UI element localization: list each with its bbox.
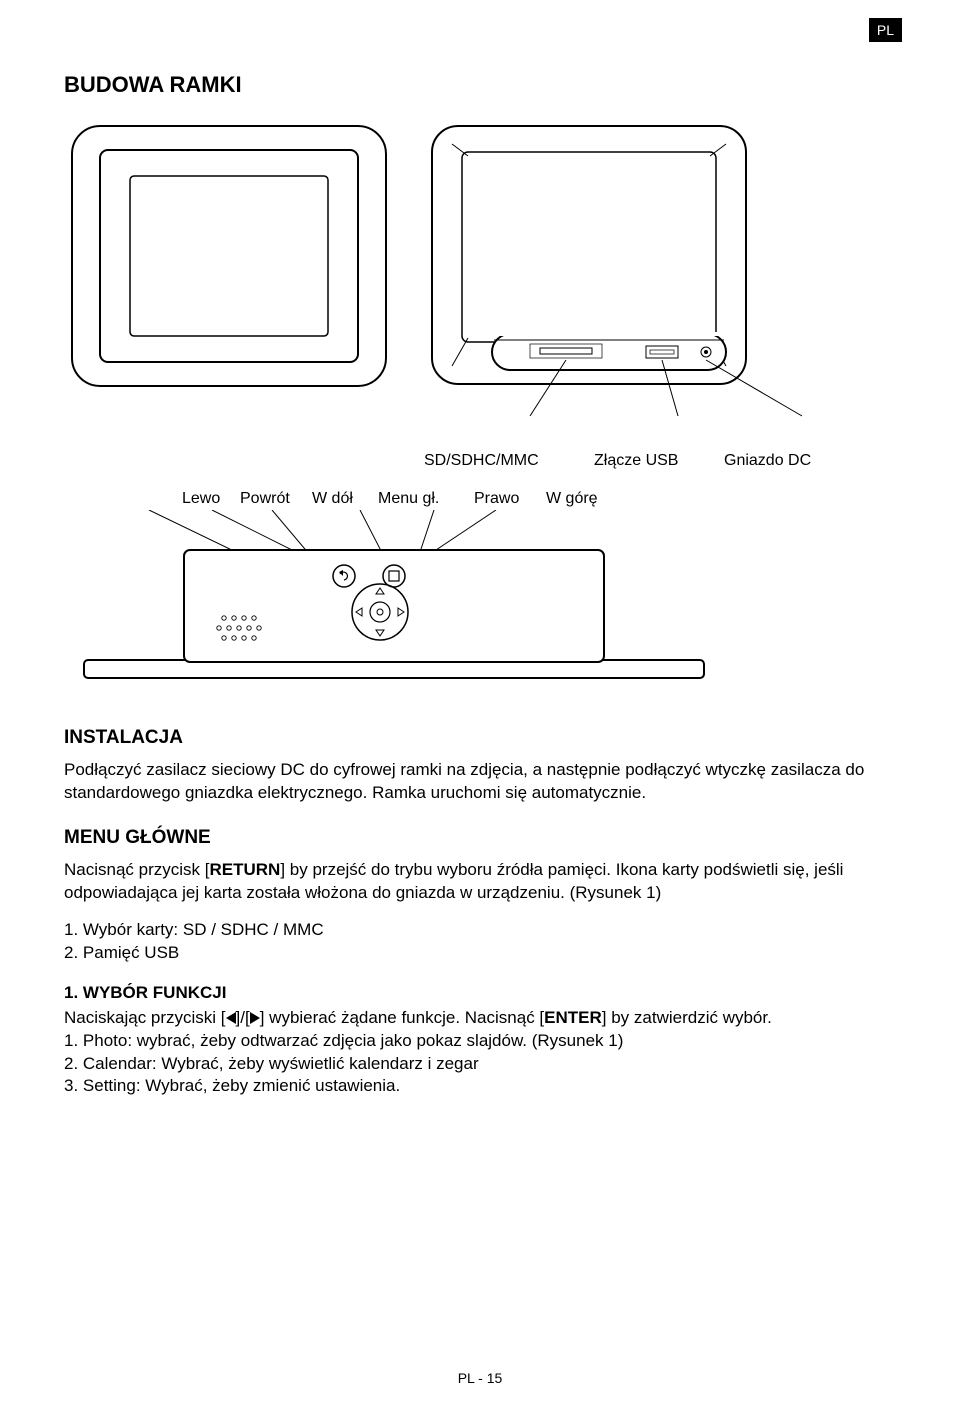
label-dc: Gniazdo DC: [724, 452, 811, 470]
top-labels: Lewo Powrót W dół Menu gł. Prawo W górę: [64, 490, 896, 508]
func-p1-d: ] by zatwierdzić wybór.: [602, 1008, 772, 1027]
menu-list1-1: 1. Wybór karty: SD / SDHC / MMC: [64, 919, 896, 942]
label-sd: SD/SDHC/MMC: [424, 452, 594, 470]
heading-func: 1. WYBÓR FUNKCJI: [64, 983, 896, 1003]
func-list-2: 2. Calendar: Wybrać, żeby wyświetlić kal…: [64, 1053, 896, 1076]
install-body: Podłączyć zasilacz sieciowy DC do cyfrow…: [64, 759, 896, 805]
diagrams-row: [64, 116, 896, 446]
func-p1-c: ] wybierać żądane funkcje. Nacisnąć [: [260, 1008, 544, 1027]
menu-p1: Nacisnąć przycisk [RETURN] by przejść do…: [64, 859, 896, 905]
label-dol: W dół: [312, 490, 368, 508]
heading-menu: MENU GŁÓWNE: [64, 827, 896, 849]
label-gore: W górę: [546, 490, 598, 508]
page-title: BUDOWA RAMKI: [64, 72, 896, 98]
label-usb: Złącze USB: [594, 452, 724, 470]
heading-install: INSTALACJA: [64, 727, 896, 749]
triangle-right-icon: [250, 1012, 260, 1024]
lang-tab: PL: [869, 18, 902, 42]
func-p1-b: ]/[: [236, 1008, 250, 1027]
diagram-back: [422, 116, 892, 446]
page-footer: PL - 15: [0, 1370, 960, 1386]
label-menu: Menu gł.: [378, 490, 464, 508]
func-enter: ENTER: [544, 1008, 602, 1027]
triangle-left-icon: [226, 1012, 236, 1024]
label-prawo: Prawo: [474, 490, 536, 508]
func-p1-a: Naciskając przyciski [: [64, 1008, 226, 1027]
label-powrot: Powrót: [240, 490, 302, 508]
menu-return: RETURN: [209, 860, 280, 879]
label-lewo: Lewo: [182, 490, 230, 508]
back-labels: SD/SDHC/MMC Złącze USB Gniazdo DC: [64, 452, 896, 470]
func-list-1: 1. Photo: wybrać, żeby odtwarzać zdjęcia…: [64, 1030, 896, 1053]
diagram-front: [64, 116, 394, 446]
menu-p1-a: Nacisnąć przycisk [: [64, 860, 209, 879]
func-list-3: 3. Setting: Wybrać, żeby zmienić ustawie…: [64, 1075, 896, 1098]
menu-list1-2: 2. Pamięć USB: [64, 942, 896, 965]
diagram-top: [64, 510, 896, 705]
page-content: BUDOWA RAMKI: [64, 72, 896, 1098]
func-p1: Naciskając przyciski [ ]/[ ] wybierać żąda…: [64, 1007, 896, 1030]
